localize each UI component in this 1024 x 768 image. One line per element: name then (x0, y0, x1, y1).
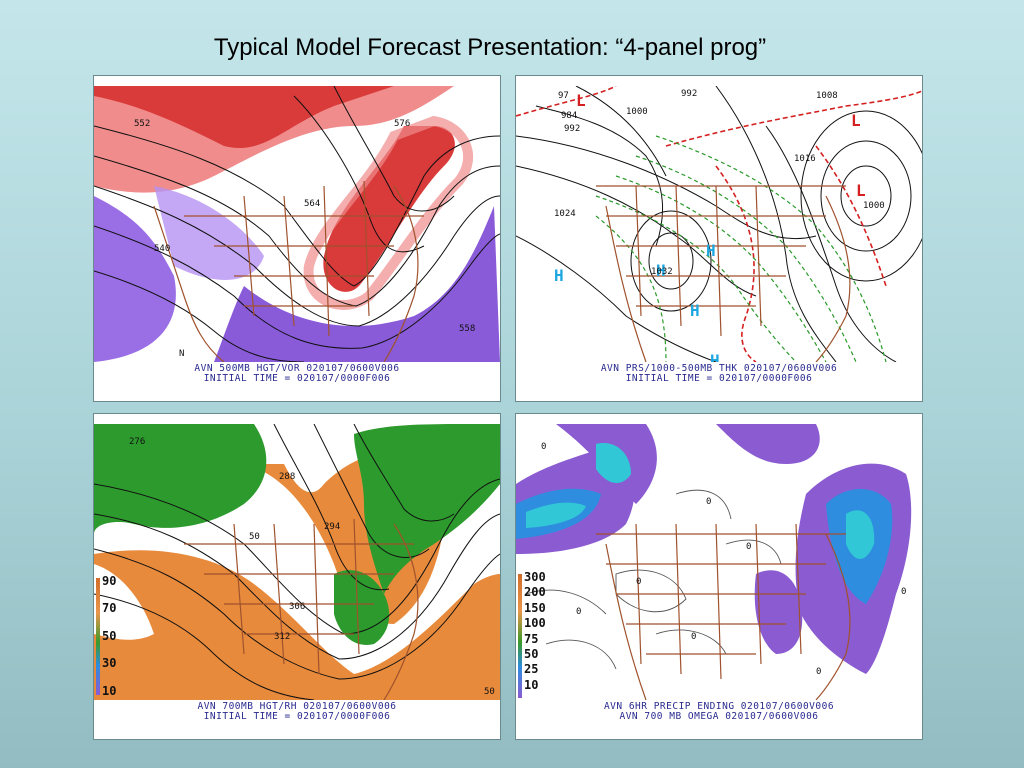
isobar-label: 1008 (816, 91, 838, 101)
contour-label: 294 (324, 522, 340, 532)
moist-region-north (94, 424, 267, 534)
coastlines (184, 518, 419, 700)
precip-legend-tick: 100 (524, 616, 546, 631)
vort-high-trough (323, 126, 455, 292)
contour-label: 558 (459, 324, 475, 334)
vort-low-west (154, 186, 264, 280)
vort-high-region (94, 86, 394, 148)
precip-legend-tick: 25 (524, 662, 539, 677)
precip-legend-tick: 150 (524, 600, 546, 615)
panel-precip-omega: 0 0 0 0 0 0 0 0 300 200 150 100 75 50 25… (515, 413, 923, 740)
map-precip-omega: 0 0 0 0 0 0 0 0 (516, 424, 922, 700)
omega-label: 0 (746, 542, 751, 552)
omega-label: 0 (691, 632, 696, 642)
precip-legend-tick: 300 (524, 570, 546, 584)
moist-region-east (354, 424, 500, 594)
high-marker: H (656, 261, 666, 280)
high-marker: H (554, 266, 564, 285)
rh-legend-tick: 10 (102, 683, 117, 698)
rh-label: 50 (484, 687, 495, 697)
isobar-label: 1024 (554, 209, 576, 219)
isobar-label: 97 (558, 91, 569, 101)
isobar-label: 1000 (863, 201, 885, 211)
precip-legend-tick: 75 (524, 631, 539, 646)
panel-caption-line1: AVN PRS/1000-500MB THK 020107/0600V006 (600, 363, 838, 374)
vort-lowest-region (94, 196, 176, 362)
low-marker: L (576, 91, 586, 110)
height-contours (94, 86, 500, 362)
contour-label: 552 (134, 119, 150, 129)
vort-max-label: N (179, 349, 184, 359)
panel-caption-line2: AVN 700 MB OMEGA 020107/0600V006 (619, 711, 819, 722)
isobar-label: 1016 (794, 154, 816, 164)
map-pressure-thickness: H H H H H L L L 97 984 992 992 1000 1008… (516, 86, 922, 362)
thickness-warm (516, 86, 922, 362)
precip-legend-tick: 200 (524, 585, 546, 600)
rh-legend: 90 70 50 30 10 (96, 574, 124, 699)
omega-label: 0 (901, 587, 906, 597)
contour-label: 306 (289, 602, 305, 612)
map-500mb-vorticity: 540 552 564 576 558 N (94, 86, 500, 362)
precip-heavy-north (596, 443, 631, 484)
vort-low-region (214, 206, 500, 362)
low-marker: L (851, 111, 861, 130)
contour-label: 576 (394, 119, 410, 129)
slide-title: Typical Model Forecast Presentation: “4-… (213, 34, 767, 61)
omega-label: 0 (816, 667, 821, 677)
isobar-label: 1032 (651, 267, 673, 277)
isobar-label: 992 (564, 124, 580, 134)
precip-heavy-west (526, 502, 586, 528)
vort-mid-trough (303, 115, 474, 310)
panel-caption-line1: AVN 700MB HGT/RH 020107/0600V006 (197, 701, 397, 712)
panel-caption-line2: INITIAL TIME = 020107/0000F006 (203, 373, 391, 384)
omega-label: 0 (541, 442, 546, 452)
rh-legend-tick: 90 (102, 574, 117, 588)
isobar-label: 1000 (626, 107, 648, 117)
panel-caption-line2: INITIAL TIME = 020107/0000F006 (203, 711, 391, 722)
isobar-label: 992 (681, 89, 697, 99)
panel-caption-line1: AVN 6HR PRECIP ENDING 020107/0600V006 (603, 701, 835, 712)
dry-region-south (94, 550, 500, 700)
omega-label: 0 (576, 607, 581, 617)
contour-label: 312 (274, 632, 290, 642)
high-marker: H (690, 301, 700, 320)
panel-pressure-thickness: H H H H H L L L 97 984 992 992 1000 1008… (515, 75, 923, 402)
map-700mb-rh: 276 288 294 306 312 50 50 (94, 424, 500, 700)
rh-label: 50 (249, 532, 260, 542)
precip-legend: 300 200 150 100 75 50 25 10 (518, 570, 546, 702)
coastlines (153, 180, 424, 362)
omega-label: 0 (636, 577, 641, 587)
coastlines (596, 523, 851, 700)
panel-caption-line1: AVN 500MB HGT/VOR 020107/0600V006 (194, 363, 400, 374)
panel-caption-line2: INITIAL TIME = 020107/0000F006 (625, 373, 813, 384)
rh-legend-tick: 70 (102, 601, 117, 616)
contour-label: 276 (129, 437, 145, 447)
precip-light-north (716, 424, 820, 464)
panel-500mb-vorticity: 540 552 564 576 558 N AVN 500MB HGT/VOR … (93, 75, 501, 402)
precip-legend-tick: 10 (524, 677, 539, 692)
contour-label: 288 (279, 472, 295, 482)
precip-legend-tick: 50 (524, 646, 539, 661)
omega-contours (525, 489, 782, 670)
panel-700mb-rh: 276 288 294 306 312 50 50 90 70 50 30 10… (93, 413, 501, 740)
high-marker: H (706, 241, 716, 260)
precip-heavy-east (846, 510, 875, 559)
omega-label: 0 (706, 497, 711, 507)
coastlines (596, 185, 851, 362)
rh-legend-tick: 30 (102, 656, 117, 671)
high-marker: H (710, 351, 720, 362)
precip-light-south (754, 570, 803, 654)
rh-legend-tick: 50 (102, 628, 117, 643)
contour-label: 564 (304, 199, 320, 209)
low-marker: L (856, 181, 866, 200)
isobar-label: 984 (561, 111, 577, 121)
contour-label: 540 (154, 244, 170, 254)
rh-legend-bar (96, 578, 100, 695)
precip-legend-bar (518, 574, 522, 698)
